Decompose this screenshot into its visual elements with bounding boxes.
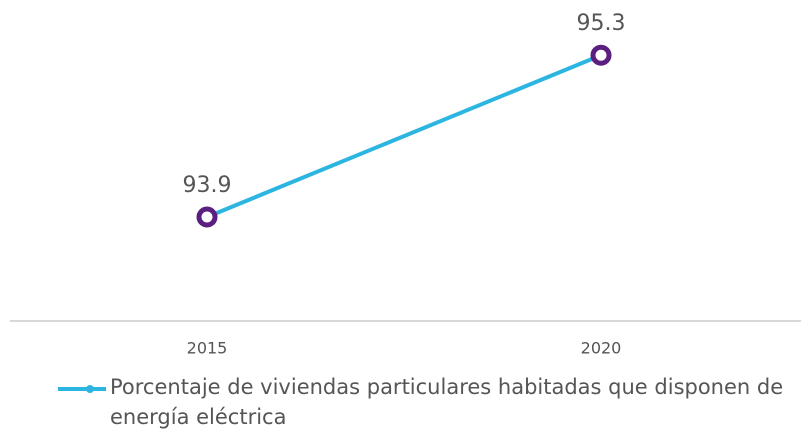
- legend-label: Porcentaje de viviendas particulares hab…: [110, 375, 784, 429]
- data-label: 95.3: [577, 11, 626, 36]
- x-tick-label: 2015: [187, 339, 228, 358]
- legend-marker: [86, 385, 94, 393]
- data-point: [590, 44, 612, 66]
- data-line: [206, 53, 602, 219]
- data-point: [196, 206, 218, 228]
- data-label: 93.9: [183, 173, 232, 198]
- x-tick-label: 2020: [581, 339, 622, 358]
